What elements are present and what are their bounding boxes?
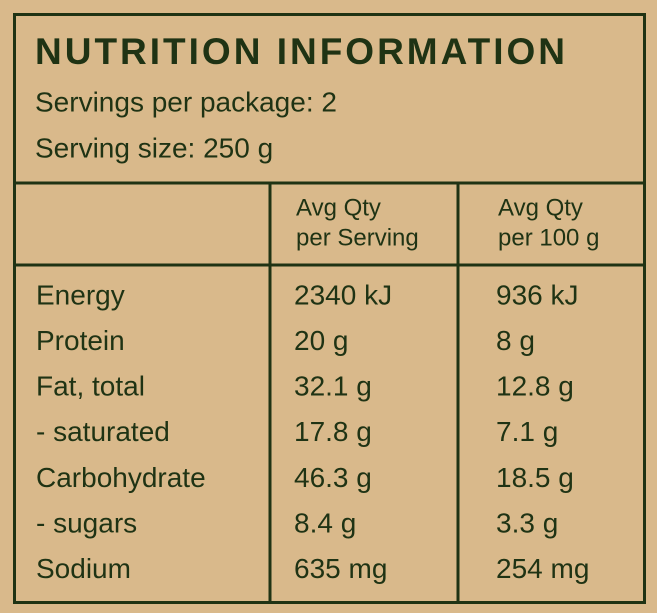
nutrient-value: 8 g	[496, 325, 535, 356]
nutrient-value: 635 mg	[294, 553, 387, 584]
nutrient-value: 12.8 g	[496, 371, 574, 402]
nutrient-value: 8.4 g	[294, 507, 356, 538]
nutrient-name: Energy	[36, 279, 125, 310]
serving-size: Serving size: 250 g	[35, 132, 273, 163]
nutrient-value: 17.8 g	[294, 416, 372, 447]
nutrient-value: 3.3 g	[496, 507, 558, 538]
nutrient-name: Fat, total	[36, 371, 145, 402]
title: NUTRITION INFORMATION	[35, 31, 568, 72]
outer-border	[13, 13, 646, 604]
servings-per-package: Servings per package: 2	[35, 86, 337, 117]
nutrient-value: 254 mg	[496, 553, 589, 584]
column-header: Avg Qty	[296, 194, 381, 221]
nutrient-name: Protein	[36, 325, 125, 356]
nutrient-value: 7.1 g	[496, 416, 558, 447]
nutrient-value: 18.5 g	[496, 462, 574, 493]
nutrient-value: 2340 kJ	[294, 279, 392, 310]
column-header: Avg Qty	[498, 194, 583, 221]
nutrient-name: - saturated	[36, 416, 170, 447]
nutrient-value: 32.1 g	[294, 371, 372, 402]
nutrient-name: - sugars	[36, 507, 137, 538]
nutrient-name: Sodium	[36, 553, 131, 584]
nutrient-name: Carbohydrate	[36, 462, 206, 493]
column-header: per 100 g	[498, 224, 599, 251]
nutrient-value: 46.3 g	[294, 462, 372, 493]
nutrient-value: 936 kJ	[496, 279, 579, 310]
nutrient-value: 20 g	[294, 325, 349, 356]
column-header: per Serving	[296, 224, 419, 251]
